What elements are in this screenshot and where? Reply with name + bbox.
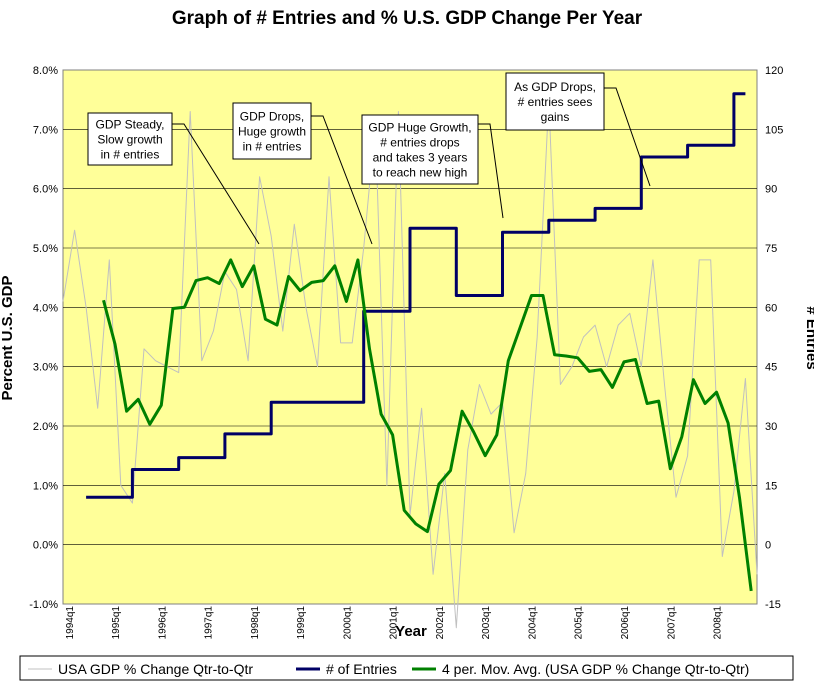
annotation-text: gains [541, 110, 570, 124]
x-tick-label: 2002q1 [435, 606, 446, 640]
x-tick-label: 1998q1 [250, 606, 261, 640]
annotation-text: # entries sees [518, 95, 593, 109]
x-tick-label: 2001q1 [389, 606, 400, 640]
annotation-leader [478, 123, 504, 219]
y-left-tick-label: 0.0% [33, 540, 58, 552]
y-right-tick-label: 60 [765, 302, 777, 314]
y-left-tick-label: 3.0% [33, 362, 58, 374]
y-right-tick-label: 45 [765, 362, 777, 374]
series-layer [62, 92, 758, 629]
annotation-box [232, 102, 312, 160]
y-right-tick-label: 15 [765, 480, 777, 492]
x-tick-label: 1995q1 [111, 606, 122, 640]
x-tick-label: 2000q1 [342, 606, 353, 640]
legend: USA GDP % Change Qtr-to-Qtr # of Entries… [19, 655, 794, 681]
annotation-leader [172, 123, 260, 245]
y-left-tick-label: 1.0% [33, 480, 58, 492]
annotation-text: in # entries [101, 148, 160, 162]
x-axis-title: Year [395, 623, 427, 640]
annotation-box [505, 72, 605, 131]
x-tick-label: 2006q1 [620, 606, 631, 640]
annotation-text: and takes 3 years [373, 151, 468, 165]
legend-label-gdp: USA GDP % Change Qtr-to-Qtr [58, 661, 253, 677]
annotation-text: to reach new high [373, 166, 468, 180]
y-left-tick-label: 2.0% [33, 421, 58, 433]
annotation-box [87, 112, 173, 166]
annotation-box [361, 114, 479, 185]
y-right-axis-title: # Entries [803, 306, 814, 369]
annotation-leader [311, 115, 373, 245]
series-line-movavg [102, 258, 753, 592]
x-tick-label: 1997q1 [204, 606, 215, 640]
annotation-text: GDP Steady, [96, 118, 165, 132]
annotation-text: GDP Huge Growth, [368, 121, 471, 135]
series-line-entries [86, 92, 746, 499]
y-left-tick-label: 8.0% [33, 65, 58, 77]
legend-label-entries: # of Entries [326, 661, 397, 677]
y-left-axis-title: Percent U.S. GDP [0, 275, 16, 400]
y-right-tick-label: -15 [765, 599, 781, 611]
chart-title: Graph of # Entries and % U.S. GDP Change… [172, 8, 643, 29]
x-tick-label: 2003q1 [481, 606, 492, 640]
annotation-text: As GDP Drops, [514, 80, 596, 94]
x-tick-label: 1999q1 [296, 606, 307, 640]
y-right-tick-label: 105 [765, 124, 783, 136]
y-left-tick-label: 5.0% [33, 243, 58, 255]
annotation-text: Huge growth [238, 125, 306, 139]
y-left-tick-label: 4.0% [33, 302, 58, 314]
y-left-tick-labels: 8.0% 7.0% 6.0% 5.0% 4.0% 3.0% 2.0% 1.0% 0.0% -1.0… [29, 65, 58, 611]
y-right-tick-labels: 120 105 90 75 60 45 30 15 0 -15 [765, 65, 783, 611]
x-tick-label: 2004q1 [527, 606, 538, 640]
x-tick-label: 2005q1 [574, 606, 585, 640]
x-tick-label: 2007q1 [666, 606, 677, 640]
legend-box [19, 655, 794, 681]
x-tick-label: 2008q1 [713, 606, 724, 640]
y-right-tick-label: 0 [765, 540, 771, 552]
y-right-tick-label: 75 [765, 243, 777, 255]
x-tick-labels: 1994q1 1995q1 1996q1 1997q1 1998q1 1999q1 2000… [65, 606, 724, 640]
annotation-text: # entries drops [380, 136, 459, 150]
legend-label-movavg: 4 per. Mov. Avg. (USA GDP % Change Qtr-t… [442, 661, 749, 677]
y-left-tick-label: -1.0% [29, 599, 58, 611]
y-right-tick-label: 30 [765, 421, 777, 433]
annotation-text: in # entries [243, 140, 302, 154]
annotation-text: Slow growth [97, 133, 162, 147]
y-right-tick-label: 120 [765, 65, 783, 77]
annotation-text: GDP Drops, [240, 110, 304, 124]
y-left-tick-label: 7.0% [33, 124, 58, 136]
x-tick-label: 1994q1 [65, 606, 76, 640]
x-tick-label: 1996q1 [157, 606, 168, 640]
y-right-tick-label: 90 [765, 184, 777, 196]
annotation-leader [604, 87, 651, 187]
y-left-tick-label: 6.0% [33, 184, 58, 196]
